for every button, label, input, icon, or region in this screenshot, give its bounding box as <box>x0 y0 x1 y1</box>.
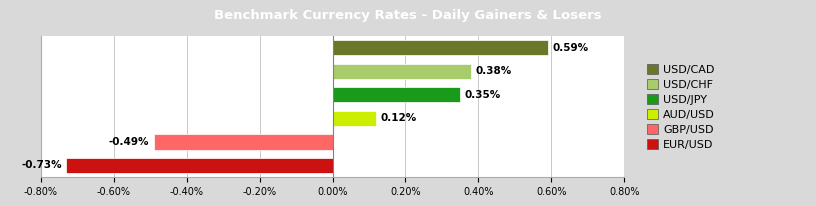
Text: 0.35%: 0.35% <box>464 90 501 100</box>
Legend: USD/CAD, USD/CHF, USD/JPY, AUD/USD, GBP/USD, EUR/USD: USD/CAD, USD/CHF, USD/JPY, AUD/USD, GBP/… <box>645 61 717 152</box>
Bar <box>333 40 548 55</box>
Bar <box>333 64 471 79</box>
Bar <box>333 111 376 126</box>
Bar <box>66 158 333 173</box>
Text: -0.73%: -0.73% <box>21 160 62 170</box>
Text: 0.12%: 0.12% <box>380 113 417 123</box>
Text: Benchmark Currency Rates - Daily Gainers & Losers: Benchmark Currency Rates - Daily Gainers… <box>214 9 602 22</box>
Bar <box>154 134 333 150</box>
Text: 0.38%: 0.38% <box>476 66 512 76</box>
Text: 0.59%: 0.59% <box>552 43 588 53</box>
Text: -0.49%: -0.49% <box>109 137 149 147</box>
Bar <box>333 87 460 103</box>
